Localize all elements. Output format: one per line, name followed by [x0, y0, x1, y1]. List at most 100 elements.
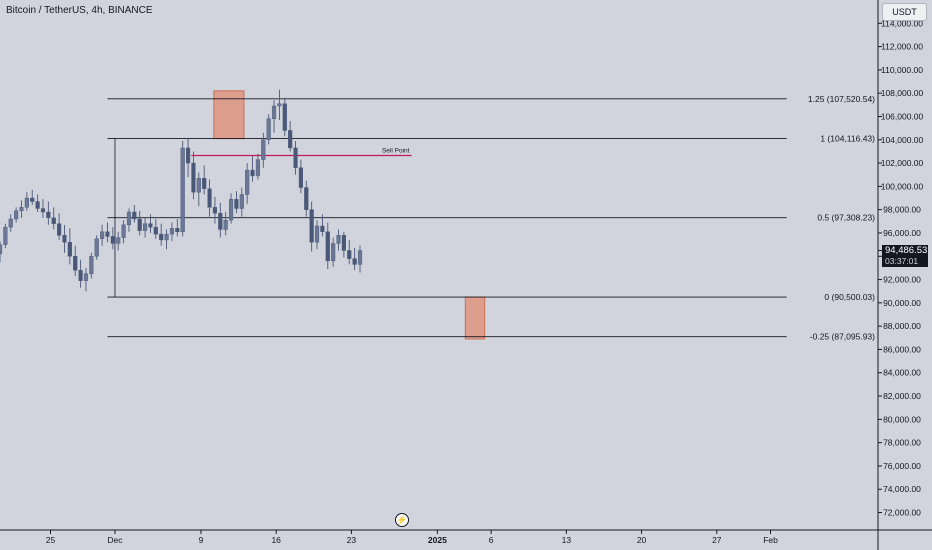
- candle-body: [121, 224, 126, 238]
- candle-body: [83, 273, 89, 281]
- x-tick-label: 20: [637, 535, 647, 545]
- x-tick-label: 23: [347, 535, 357, 545]
- candle-body: [40, 208, 46, 213]
- candle-body: [288, 130, 293, 149]
- candle-body: [57, 223, 62, 236]
- candle-body: [78, 270, 83, 281]
- highlight-box: [213, 90, 245, 140]
- candle-body: [341, 235, 346, 251]
- y-tick-label: 86,000.00: [883, 344, 921, 354]
- candle-body: [142, 223, 148, 231]
- candle-body: [132, 211, 137, 220]
- candle-body: [352, 258, 357, 265]
- y-tick-label: 102,000.00: [881, 158, 924, 168]
- candle-body: [234, 198, 239, 209]
- candle-body: [239, 194, 244, 209]
- y-tick-label: 98,000.00: [883, 205, 921, 215]
- y-tick-label: 106,000.00: [881, 111, 924, 121]
- candle-body: [250, 169, 255, 177]
- chart-title: Bitcoin / TetherUS, 4h, BINANCE: [6, 5, 153, 16]
- candle-body: [3, 226, 8, 245]
- candle-body: [137, 218, 142, 231]
- y-tick-label: 88,000.00: [883, 321, 921, 331]
- candle-body: [67, 242, 72, 257]
- candle-body: [191, 162, 196, 193]
- sell-point-label: Sell Point: [382, 148, 410, 155]
- candle-body: [304, 187, 309, 210]
- candle-body: [94, 238, 99, 257]
- candle-body: [320, 225, 325, 233]
- candle-body: [73, 256, 78, 271]
- candle-body: [164, 233, 169, 241]
- highlight-box: [464, 296, 486, 340]
- x-tick-label: 25: [46, 535, 56, 545]
- candle-body: [271, 105, 277, 120]
- candle-body: [148, 223, 153, 228]
- y-tick-label: 92,000.00: [883, 275, 921, 285]
- candle-body: [331, 243, 336, 262]
- candle-body: [196, 178, 201, 193]
- candle-body: [24, 197, 29, 208]
- candle-body: [35, 201, 40, 209]
- candle-body: [255, 159, 260, 177]
- last-price-value: 94,486.53: [885, 245, 928, 256]
- x-tick-label: 27: [712, 535, 722, 545]
- y-tick-label: 82,000.00: [883, 391, 921, 401]
- lightning-icon[interactable]: ⚡: [395, 513, 409, 527]
- candle-body: [8, 218, 13, 228]
- y-tick-label: 112,000.00: [881, 42, 923, 52]
- x-tick-label: 6: [489, 535, 494, 545]
- y-tick-label: 74,000.00: [883, 484, 921, 494]
- candle-body: [202, 178, 207, 189]
- candle-body: [207, 188, 212, 208]
- candle-body: [309, 209, 314, 243]
- candle-body: [293, 147, 298, 168]
- candle-body: [46, 211, 51, 219]
- candle-body: [51, 217, 56, 224]
- candle-body: [153, 226, 158, 235]
- x-tick-label: 16: [271, 535, 281, 545]
- candle-body: [347, 250, 352, 259]
- candle-body: [218, 212, 223, 230]
- candle-body: [314, 225, 320, 243]
- candle-body: [336, 235, 341, 244]
- candle-body: [185, 147, 191, 164]
- last-price-tag: 94,486.53 03:37:01: [882, 245, 928, 267]
- x-tick-label: Feb: [763, 535, 778, 545]
- y-tick-label: 104,000.00: [881, 135, 924, 145]
- fib-level-label: -0.25 (87,095.93): [810, 332, 875, 342]
- candle-body: [282, 103, 287, 131]
- candle-body: [0, 244, 3, 255]
- candle-body: [62, 235, 67, 243]
- candle-body: [261, 139, 266, 160]
- candle-body: [325, 231, 330, 262]
- candle-body: [110, 236, 115, 244]
- candle-body: [105, 231, 110, 237]
- y-tick-label: 96,000.00: [883, 228, 921, 238]
- candle-body: [357, 250, 363, 265]
- x-tick-label: 9: [199, 535, 204, 545]
- candle-body: [298, 167, 303, 188]
- candle-body: [14, 210, 19, 220]
- candle-body: [30, 197, 35, 202]
- candle-body: [169, 228, 175, 235]
- fib-level-label: 0 (90,500.03): [824, 292, 875, 302]
- currency-button[interactable]: USDT: [882, 3, 927, 21]
- y-tick-label: 76,000.00: [883, 461, 921, 471]
- y-tick-label: 72,000.00: [883, 508, 921, 518]
- candle-body: [116, 237, 121, 244]
- candle-body: [100, 231, 105, 239]
- candle-body: [126, 211, 132, 226]
- y-tick-label: 90,000.00: [883, 298, 921, 308]
- candle-body: [245, 169, 250, 195]
- y-tick-label: 108,000.00: [881, 88, 924, 98]
- candle-body: [266, 118, 271, 140]
- candle-body: [180, 147, 185, 233]
- x-tick-label: Dec: [107, 535, 123, 545]
- fib-level-label: 1.25 (107,520.54): [808, 94, 875, 104]
- candle-body: [223, 219, 228, 230]
- candle-body: [212, 207, 218, 214]
- y-tick-label: 100,000.00: [881, 181, 924, 191]
